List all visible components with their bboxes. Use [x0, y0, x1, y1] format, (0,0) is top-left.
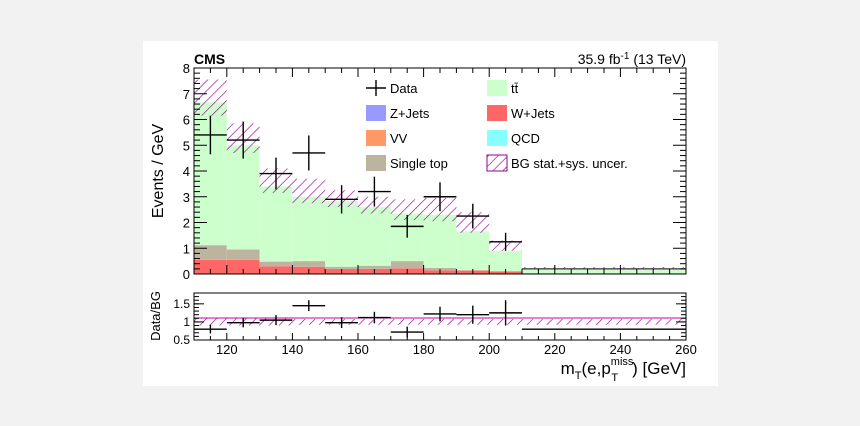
bar-singletop [259, 261, 293, 267]
ratio-y-tick-label: 1 [183, 315, 190, 329]
main-x-ticks [193, 68, 687, 274]
legend-swatch-qcd [487, 130, 507, 146]
x-tick-label: 120 [216, 342, 238, 357]
x-tick-label: 260 [675, 342, 697, 357]
xlabel-m: m [561, 359, 575, 378]
y-tick-label: 1 [183, 241, 190, 256]
legend-label-zjets: Z+Jets [390, 106, 430, 121]
ratio-panel: 0.5 1 1.5 120 140 160 180 200 220 240 260 Data/BG… [148, 291, 697, 384]
experiment-label: CMS [194, 51, 225, 67]
x-axis-label: mT(e,pmiss T) [GeV] [561, 356, 686, 384]
bar-singletop [390, 261, 424, 269]
ratio-y-axis: 0.5 1 1.5 [173, 296, 686, 347]
legend-label-singletop: Single top [390, 156, 448, 171]
x-tick-label: 200 [478, 342, 500, 357]
ratio-points [194, 300, 686, 338]
y-tick-label: 5 [183, 138, 190, 153]
bar-singletop [194, 245, 227, 260]
xlabel-args: (e,p [582, 359, 611, 378]
y-axis-label: Events / GeV [150, 124, 167, 219]
xlabel-sub-t: T [575, 370, 582, 382]
ratio-uncertainty-bin [390, 319, 424, 325]
legend-swatch-wjets [487, 105, 507, 121]
legend-label-vv: VV [390, 131, 408, 146]
bar-tt [358, 207, 391, 266]
stacked-histogram [194, 102, 686, 274]
xlabel-sub-t2: T [611, 372, 618, 384]
bar-singletop [358, 265, 391, 269]
bar-wjets [226, 259, 260, 274]
x-tick-label: 140 [282, 342, 304, 357]
legend-label-tt: tt̄ [511, 81, 519, 96]
ratio-uncertainty-bin [522, 319, 686, 325]
legend-swatch-bgstatsysuncer [486, 154, 508, 172]
uncertainty-bin [522, 267, 686, 270]
y-tick-label: 3 [183, 190, 190, 205]
bar-tt [489, 250, 522, 271]
bar-wjets [194, 259, 227, 274]
ratio-y-label: Data/BG [148, 291, 163, 341]
x-tick-label: 180 [413, 342, 435, 357]
bar-tt [456, 231, 490, 271]
y-tick-label: 6 [183, 113, 190, 128]
y-tick-label: 2 [183, 216, 190, 231]
ratio-y-tick-label: 1.5 [173, 297, 190, 311]
lumi-exponent: -1 [621, 51, 630, 62]
legend-swatch-zjets [366, 105, 386, 121]
bar-singletop [226, 249, 260, 260]
ratio-uncertainty-bin [194, 318, 227, 326]
ratio-uncertainty-bin [292, 319, 326, 325]
y-tick-label: 4 [183, 164, 190, 179]
ratio-y-tick-label: 0.5 [173, 333, 190, 347]
ratio-x-axis: 120 140 160 180 200 220 240 260 [193, 333, 697, 357]
lumi-energy: (13 TeV) [629, 51, 686, 67]
main-panel: 0 1 2 3 4 5 6 7 8 Events / GeV CMS 35.9 fb-1 (13… [150, 51, 687, 282]
lumi-value: 35.9 fb [578, 51, 621, 67]
main-y-axis: 0 1 2 3 4 5 6 7 8 [183, 61, 686, 282]
bar-singletop [325, 266, 358, 269]
legend-swatch-singletop [366, 155, 386, 171]
xlabel-sup-miss: miss [611, 356, 634, 368]
y-tick-label: 8 [183, 61, 190, 76]
y-tick-label: 7 [183, 87, 190, 102]
xlabel-tail: ) [GeV] [632, 359, 686, 378]
x-tick-label: 220 [544, 342, 566, 357]
legend-label-qcd: QCD [511, 131, 540, 146]
legend-swatch-vv [366, 130, 386, 146]
bar-tt [226, 145, 260, 250]
legend-swatch-tt [487, 80, 507, 96]
uncertainty-bin [194, 79, 227, 116]
bar-singletop [292, 261, 326, 267]
x-tick-label: 240 [610, 342, 632, 357]
bar-tt [423, 214, 457, 268]
legend-label-bgstatsysuncer: BG stat.+sys. uncer. [511, 156, 628, 171]
bar-tt [259, 186, 293, 262]
x-tick-label: 160 [347, 342, 369, 357]
uncertainty-bin [390, 199, 424, 220]
bar-tt [292, 196, 326, 262]
luminosity-label: 35.9 fb-1 (13 TeV) [578, 51, 686, 67]
legend-label-data: Data [390, 81, 418, 96]
y-tick-label: 0 [183, 267, 190, 282]
uncertainty-bin [292, 178, 326, 204]
ratio-uncertainty-bin [423, 319, 457, 325]
legend-label-wjets: W+Jets [511, 106, 555, 121]
legend: Data tt̄ Z+Jets W+Jets VV QCD Single top BG sta… [366, 80, 628, 172]
